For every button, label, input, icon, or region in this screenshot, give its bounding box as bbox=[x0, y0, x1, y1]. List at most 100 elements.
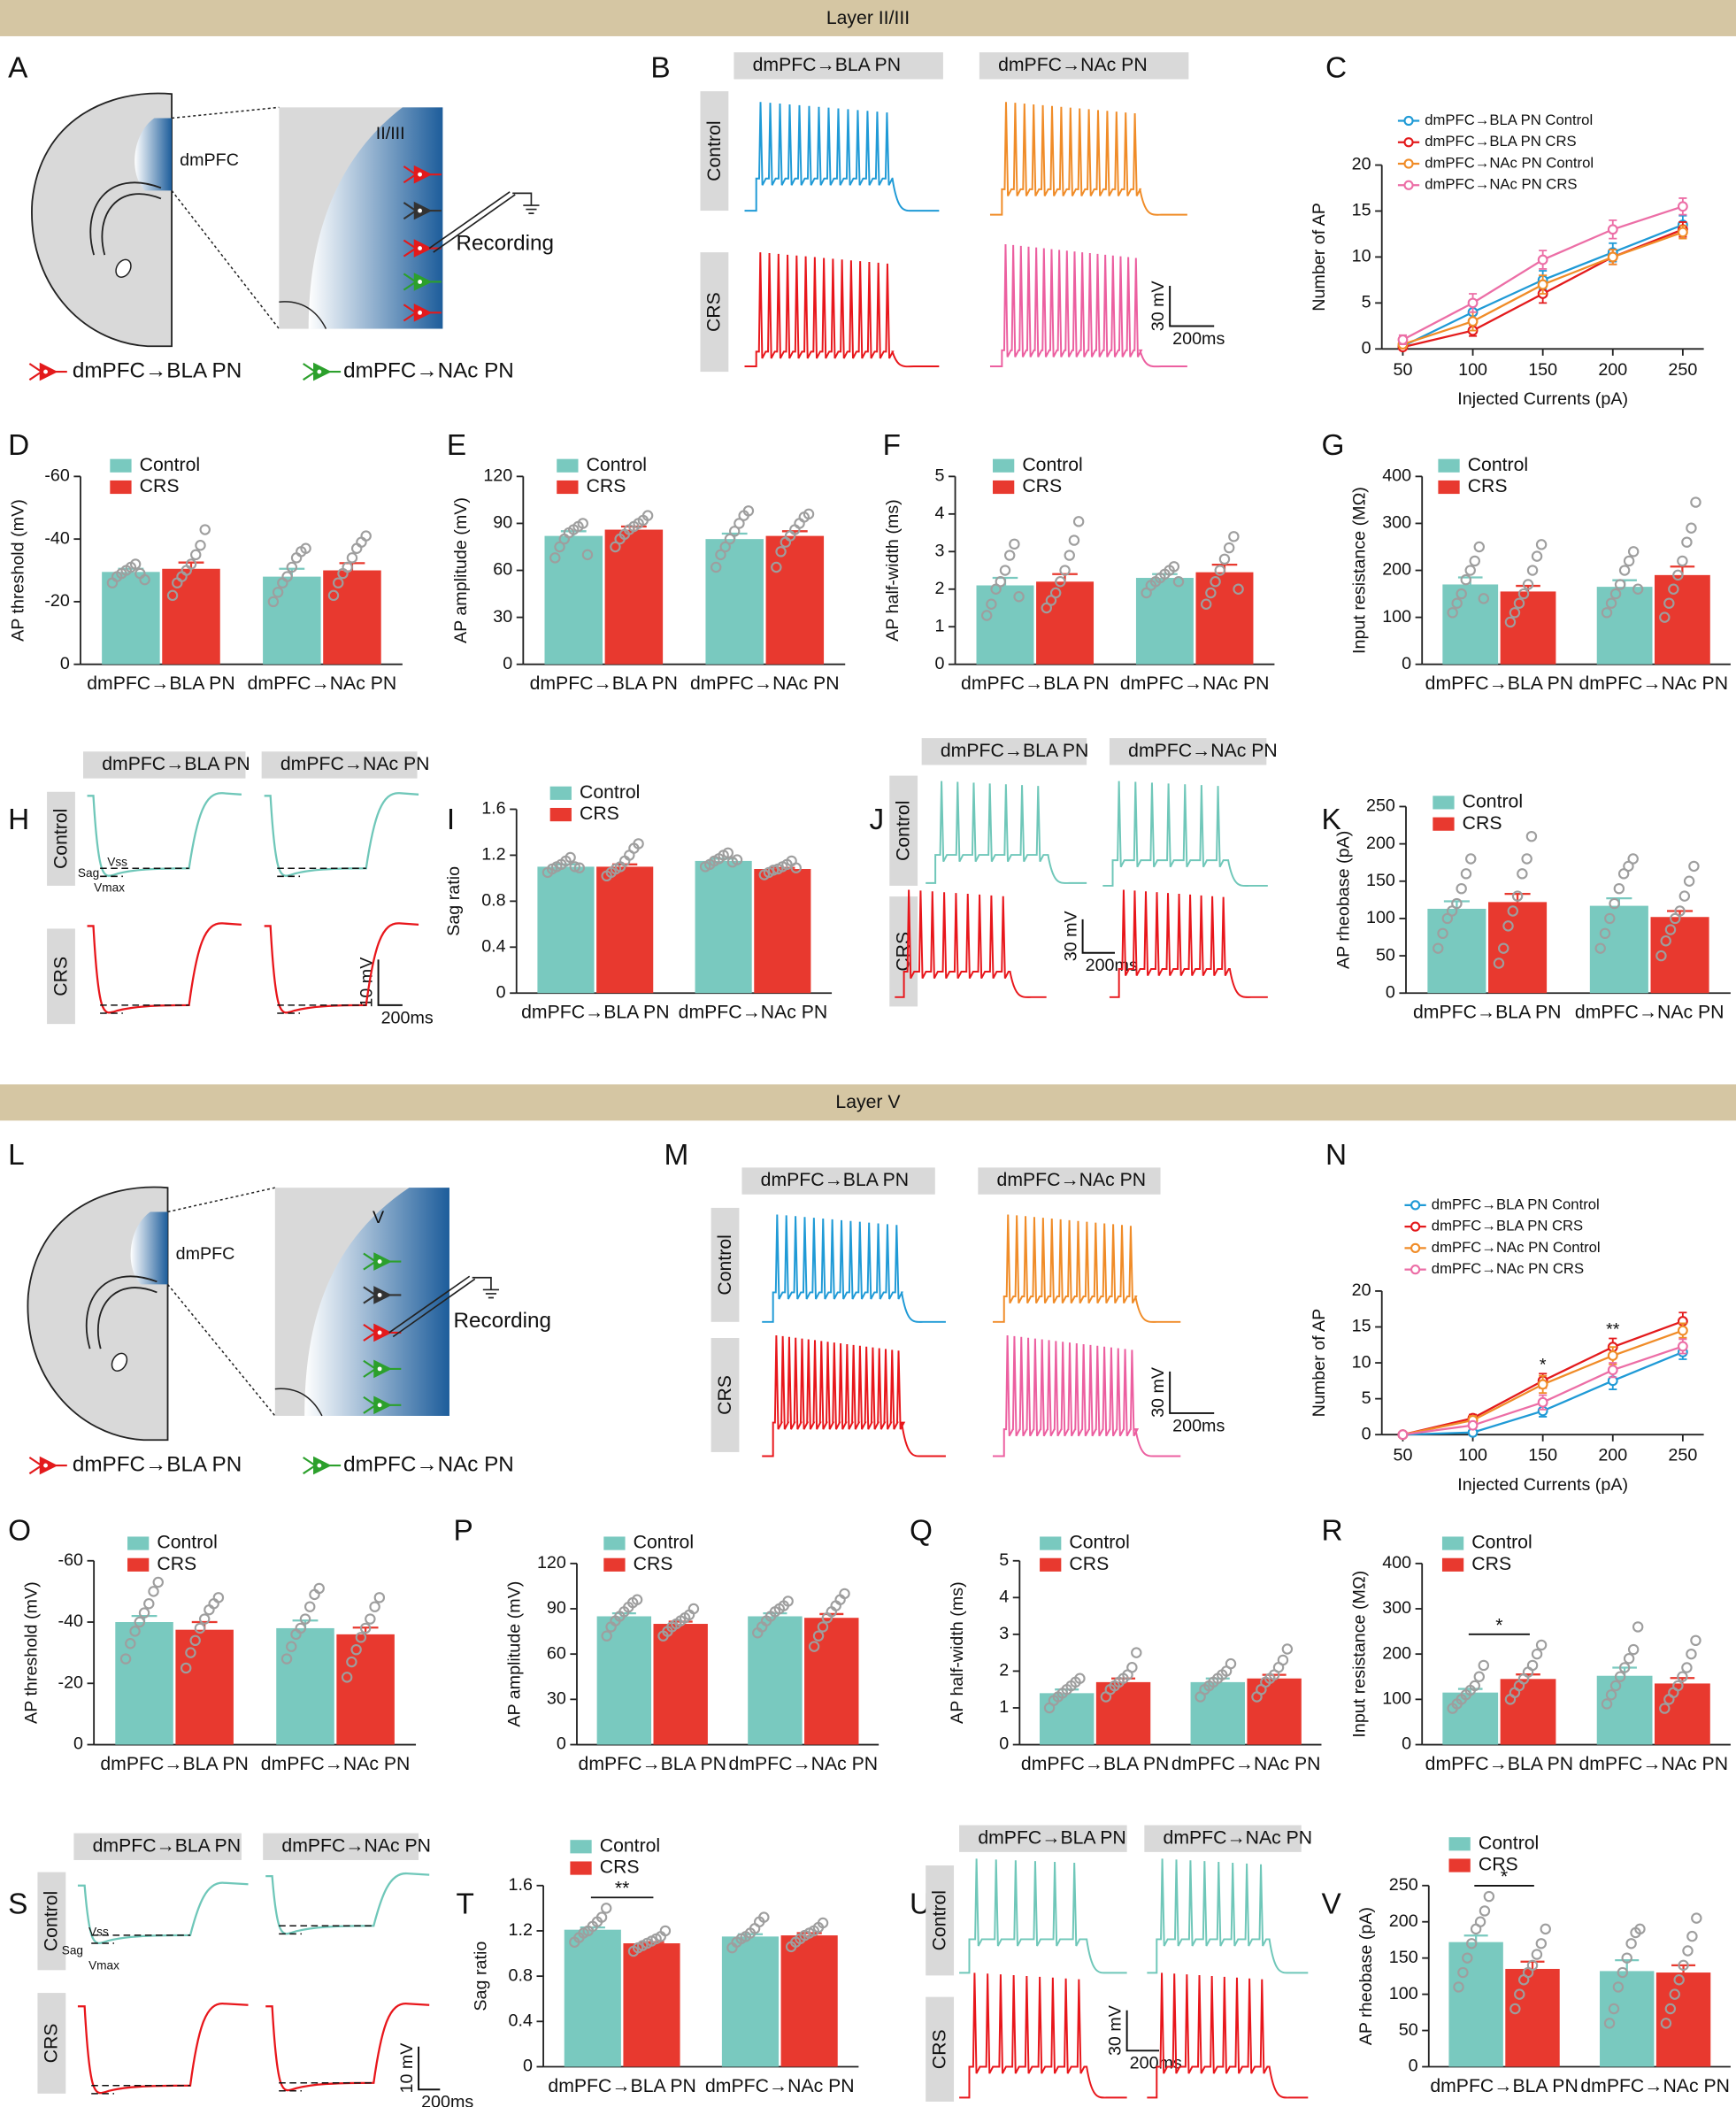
x-tick-label: 150 bbox=[1528, 1446, 1557, 1465]
data-point bbox=[1068, 534, 1080, 546]
data-point bbox=[577, 518, 588, 529]
y-tick-label: 0 bbox=[503, 654, 512, 673]
data-point bbox=[1614, 579, 1626, 590]
data-point bbox=[1522, 579, 1534, 590]
y-tick-label: -60 bbox=[58, 1550, 84, 1570]
scale-label: 200ms bbox=[1086, 956, 1138, 975]
x-tick-label: 100 bbox=[1458, 1446, 1487, 1465]
data-point bbox=[1659, 611, 1671, 623]
x-tick-label: dmPFC→NAc PN bbox=[705, 2076, 855, 2096]
legend-text: CRS bbox=[1069, 1554, 1109, 1574]
neuron-nucleus bbox=[377, 1403, 382, 1408]
scale-label: 200ms bbox=[1172, 329, 1225, 349]
y-tick-label: 10 bbox=[1352, 1352, 1371, 1372]
panel-letter: M bbox=[664, 1139, 689, 1172]
legend-text: Control bbox=[1022, 455, 1082, 475]
data-point bbox=[1664, 924, 1677, 935]
trace-header-text: dmPFC→BLA PN bbox=[941, 741, 1088, 761]
bar bbox=[748, 1616, 803, 1745]
data-point bbox=[1498, 942, 1509, 954]
data-point bbox=[715, 549, 726, 561]
voltage-trace bbox=[762, 1214, 946, 1323]
y-axis-label: Number of AP bbox=[1310, 203, 1329, 311]
y-tick-label: 90 bbox=[493, 513, 512, 533]
data-point bbox=[1451, 897, 1463, 910]
neuron-nucleus bbox=[377, 1293, 382, 1297]
voltage-trace bbox=[264, 922, 419, 1014]
data-point bbox=[1690, 496, 1701, 508]
panel-letter: P bbox=[453, 1515, 472, 1548]
scale-bar bbox=[1169, 286, 1215, 327]
bar bbox=[544, 535, 603, 665]
trace-header-text: dmPFC→BLA PN bbox=[102, 754, 250, 774]
voltage-trace bbox=[989, 102, 1187, 216]
data-point bbox=[1514, 1988, 1525, 2000]
voltage-trace bbox=[744, 102, 940, 212]
x-tick-label: dmPFC→BLA PN bbox=[961, 673, 1109, 694]
legend-text: CRS bbox=[1463, 813, 1502, 834]
y-tick-label: 20 bbox=[1352, 1280, 1371, 1300]
data-point bbox=[728, 526, 741, 537]
data-point bbox=[280, 1653, 293, 1665]
y-tick-label: 60 bbox=[547, 1643, 566, 1663]
data-point bbox=[731, 854, 743, 865]
data-point bbox=[569, 861, 580, 873]
panel-letter: T bbox=[457, 1888, 474, 1920]
legend-text: dmPFC→BLA PN bbox=[73, 1452, 242, 1476]
y-tick-label: 0.8 bbox=[481, 891, 505, 911]
legend-text: Control bbox=[1479, 1833, 1539, 1853]
data-point bbox=[554, 541, 565, 553]
data-point bbox=[1627, 546, 1640, 558]
scale-label: 200ms bbox=[381, 1008, 434, 1027]
panel-letter: R bbox=[1321, 1515, 1342, 1548]
x-tick-label: dmPFC→NAc PN bbox=[248, 673, 397, 694]
legend-swatch bbox=[1448, 1837, 1471, 1851]
data-point bbox=[581, 549, 594, 561]
data-point bbox=[327, 589, 340, 602]
cortex-gradient bbox=[308, 107, 443, 329]
y-tick-label: 30 bbox=[493, 607, 512, 627]
data-point bbox=[185, 558, 197, 570]
bar bbox=[1650, 917, 1709, 994]
x-tick-label: dmPFC→NAc PN bbox=[261, 1754, 411, 1774]
y-axis-label: Input resistance (MΩ) bbox=[1350, 487, 1370, 654]
trace-marker: Sag bbox=[62, 1944, 83, 1957]
data-point bbox=[1660, 2018, 1672, 2029]
y-tick-label: 250 bbox=[1389, 1875, 1418, 1895]
voltage-trace bbox=[265, 1872, 430, 1935]
y-tick-label: 0.8 bbox=[509, 1965, 533, 1985]
neuron-icon bbox=[413, 304, 433, 322]
row-label-box bbox=[47, 791, 75, 886]
data-point bbox=[1535, 539, 1548, 550]
bar bbox=[1589, 905, 1648, 994]
neuron-icon bbox=[413, 201, 433, 220]
bar bbox=[1195, 572, 1254, 665]
data-point bbox=[194, 1622, 206, 1634]
x-tick-label: dmPFC→BLA PN bbox=[1021, 1754, 1169, 1774]
panel-letter: J bbox=[870, 804, 885, 836]
data-point bbox=[1074, 1673, 1086, 1684]
legend-text: CRS bbox=[1479, 1855, 1518, 1875]
data-point bbox=[1478, 593, 1490, 604]
data-point bbox=[1437, 927, 1448, 940]
data-point bbox=[794, 518, 805, 529]
data-point bbox=[641, 510, 654, 521]
voltage-trace bbox=[959, 1858, 1127, 1974]
data-point bbox=[1218, 553, 1231, 565]
y-tick-label: 120 bbox=[483, 466, 512, 486]
legend-text: dmPFC→NAc PN CRS bbox=[1432, 1260, 1584, 1277]
data-point bbox=[341, 1672, 353, 1683]
bar bbox=[1427, 908, 1486, 994]
y-tick-label: 5 bbox=[934, 466, 944, 486]
data-point bbox=[119, 1653, 132, 1665]
ventricle bbox=[115, 258, 132, 279]
y-tick-label: 2 bbox=[934, 579, 944, 598]
bar bbox=[1095, 1681, 1151, 1745]
legend-swatch bbox=[603, 1536, 626, 1550]
data-point bbox=[1621, 1952, 1632, 1964]
y-tick-label: 0 bbox=[60, 654, 70, 673]
trace-header bbox=[73, 1833, 242, 1860]
data-point bbox=[1594, 942, 1606, 954]
row-label-box bbox=[926, 1865, 955, 1976]
y-tick-label: 0 bbox=[523, 2057, 533, 2076]
